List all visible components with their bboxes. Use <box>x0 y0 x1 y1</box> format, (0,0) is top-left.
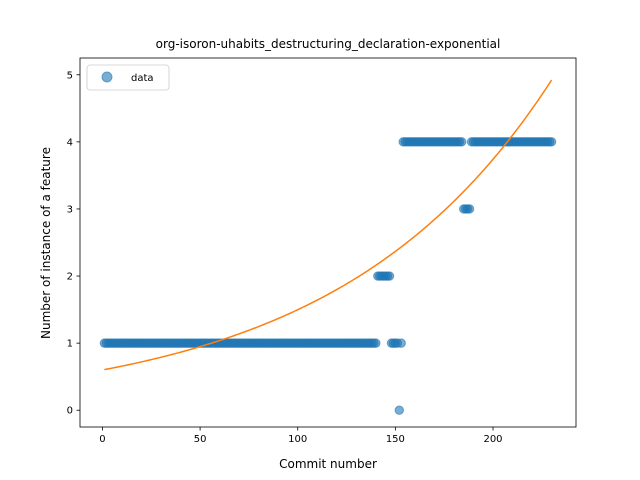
data-point <box>394 405 404 415</box>
x-tick-label: 100 <box>288 434 307 445</box>
data-point <box>464 204 475 214</box>
data-point <box>546 137 557 147</box>
y-tick-label: 3 <box>67 204 73 215</box>
fit-layer <box>104 79 553 371</box>
y-tick-label: 2 <box>67 272 73 283</box>
legend: data <box>86 64 170 91</box>
plot-area: 0 50 100 150 200 0 1 2 3 4 5 <box>67 57 577 445</box>
x-tick-label: 200 <box>483 434 502 445</box>
y-tick-label: 4 <box>67 137 73 148</box>
y-axis-label: Number of instance of a feature <box>39 147 53 339</box>
x-tick-label: 0 <box>99 434 105 445</box>
axes-frame <box>79 57 577 428</box>
x-tick-label: 50 <box>194 434 207 445</box>
y-tick-label: 5 <box>67 70 73 81</box>
legend-box <box>86 64 170 91</box>
x-tick-label: 150 <box>386 434 405 445</box>
y-tick-label: 1 <box>67 339 73 350</box>
chart-title: org-isoron-uhabits_destructuring_declara… <box>156 37 501 51</box>
x-axis-label: Commit number <box>279 457 377 471</box>
data-point <box>457 137 467 147</box>
fit-line <box>104 79 553 371</box>
data-point <box>396 338 406 348</box>
y-tick-label: 0 <box>67 406 73 417</box>
data-point <box>384 271 395 281</box>
x-ticks: 0 50 100 150 200 <box>99 427 503 445</box>
legend-marker <box>101 71 113 83</box>
legend-label: data <box>131 73 154 84</box>
data-point <box>371 338 381 348</box>
y-ticks: 0 1 2 3 4 5 <box>67 70 80 417</box>
